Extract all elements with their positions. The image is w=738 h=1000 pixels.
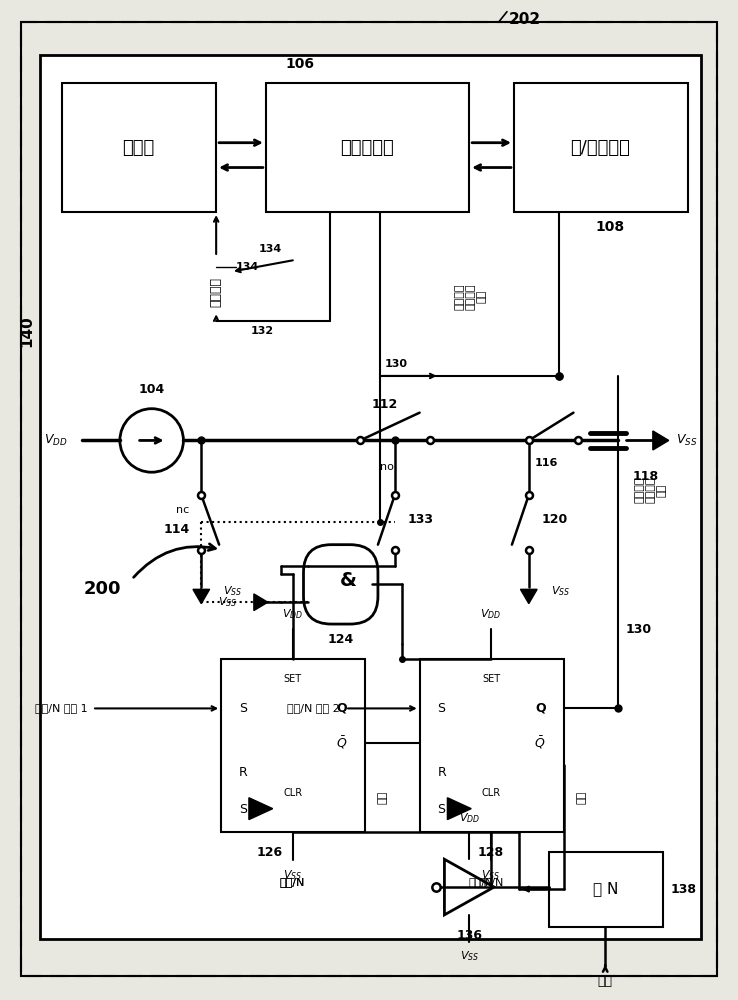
Text: 128: 128 <box>478 846 504 859</box>
Text: CLR: CLR <box>283 788 302 798</box>
Text: 频率调整: 频率调整 <box>210 277 223 307</box>
Text: S: S <box>239 702 247 715</box>
Text: 时钟/N: 时钟/N <box>469 877 494 887</box>
Text: $V_{DD}$: $V_{DD}$ <box>282 607 303 621</box>
Text: 时钟/N 边缘 1: 时钟/N 边缘 1 <box>35 703 87 713</box>
Text: 充电时间: 充电时间 <box>455 283 464 310</box>
Text: S: S <box>438 803 446 816</box>
Text: $V_{SS}$: $V_{SS}$ <box>223 584 242 598</box>
Text: 时钟/N 边缘 2: 时钟/N 边缘 2 <box>288 703 340 713</box>
Text: 200: 200 <box>83 580 121 598</box>
Text: 测量单元: 测量单元 <box>646 477 656 503</box>
Text: 模/数转换器: 模/数转换器 <box>570 139 630 157</box>
Text: $\bar{Q}$: $\bar{Q}$ <box>534 735 545 751</box>
Text: S: S <box>438 702 446 715</box>
Bar <box>266 83 469 212</box>
Text: 复位: 复位 <box>576 791 587 804</box>
Text: 130: 130 <box>626 623 652 636</box>
Text: $V_{SS}$: $V_{SS}$ <box>218 595 237 609</box>
Text: SET: SET <box>482 674 500 684</box>
FancyBboxPatch shape <box>303 545 378 624</box>
Text: 数字处理器: 数字处理器 <box>340 139 394 157</box>
Text: $\bar{Q}$: $\bar{Q}$ <box>336 735 347 751</box>
Text: 时钟: 时钟 <box>598 975 613 988</box>
Text: nc: nc <box>176 505 190 515</box>
Text: 116: 116 <box>535 458 559 468</box>
Polygon shape <box>249 798 273 820</box>
Text: Q: Q <box>535 702 545 715</box>
Text: 134: 134 <box>236 262 259 272</box>
Text: 114: 114 <box>163 523 190 536</box>
Text: $V_{SS}$: $V_{SS}$ <box>551 584 570 598</box>
Text: $V_{SS}$: $V_{SS}$ <box>481 868 500 882</box>
Text: $V_{SS}$: $V_{SS}$ <box>676 433 697 448</box>
Bar <box>221 659 365 832</box>
Text: 108: 108 <box>596 220 624 234</box>
Text: $V_{SS}$: $V_{SS}$ <box>283 868 302 882</box>
Text: 120: 120 <box>542 513 568 526</box>
Text: 复位: 复位 <box>378 791 388 804</box>
Text: 复位: 复位 <box>657 483 666 497</box>
Text: 118: 118 <box>633 470 659 483</box>
Text: R: R <box>239 766 248 779</box>
Polygon shape <box>520 589 537 604</box>
Text: 除 N: 除 N <box>593 882 618 897</box>
Text: 112: 112 <box>372 398 398 411</box>
Text: $V_{DD}$: $V_{DD}$ <box>480 607 502 621</box>
Text: 时钟/N: 时钟/N <box>478 877 504 887</box>
Text: 测量单元: 测量单元 <box>465 283 475 310</box>
Text: SET: SET <box>283 674 302 684</box>
Text: CLR: CLR <box>481 788 500 798</box>
Text: $V_{DD}$: $V_{DD}$ <box>458 811 480 825</box>
Text: 138: 138 <box>671 883 697 896</box>
Text: no: no <box>380 462 394 472</box>
Bar <box>41 55 702 939</box>
Text: 存储器: 存储器 <box>123 139 155 157</box>
Text: 充电时间: 充电时间 <box>635 477 645 503</box>
Text: &: & <box>339 571 356 590</box>
Text: Q: Q <box>337 702 347 715</box>
Text: 104: 104 <box>139 383 165 396</box>
Text: 126: 126 <box>257 846 283 859</box>
Bar <box>514 83 688 212</box>
Text: 202: 202 <box>509 12 541 27</box>
Text: S: S <box>239 803 247 816</box>
Text: 133: 133 <box>407 513 434 526</box>
Text: $V_{SS}$: $V_{SS}$ <box>460 950 479 963</box>
Text: 132: 132 <box>251 326 274 336</box>
Text: 复位: 复位 <box>476 290 486 303</box>
Text: 130: 130 <box>385 359 408 369</box>
Text: $V_{DD}$: $V_{DD}$ <box>44 433 68 448</box>
Polygon shape <box>193 589 210 604</box>
Polygon shape <box>653 431 669 450</box>
Bar <box>62 83 216 212</box>
Text: 106: 106 <box>286 57 314 71</box>
Text: 时钟/N: 时钟/N <box>280 877 306 887</box>
Text: 136: 136 <box>456 929 482 942</box>
Text: 134: 134 <box>259 244 283 254</box>
Polygon shape <box>254 594 268 611</box>
Text: 124: 124 <box>327 633 354 646</box>
Text: R: R <box>438 766 446 779</box>
Text: 140: 140 <box>19 315 34 347</box>
Bar <box>548 852 663 927</box>
Text: 时钟/N: 时钟/N <box>280 877 306 887</box>
Bar <box>420 659 564 832</box>
Polygon shape <box>447 798 472 820</box>
